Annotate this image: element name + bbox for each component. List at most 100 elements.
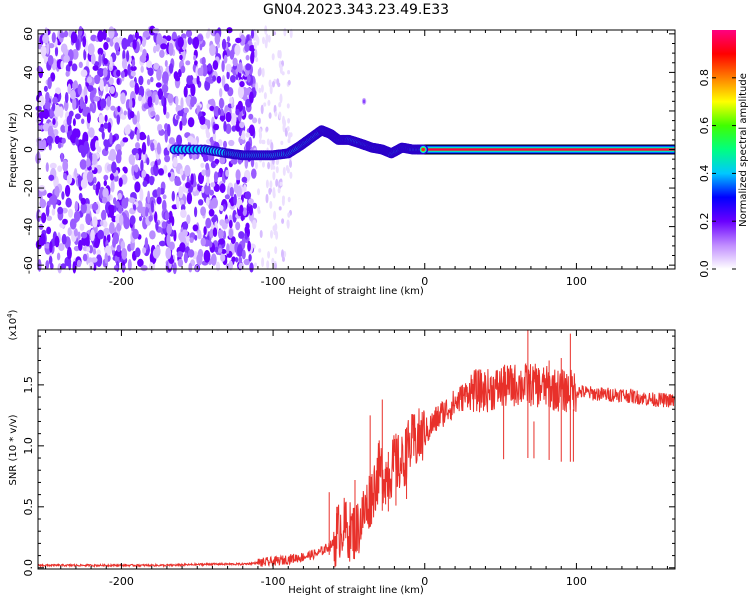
noise-blob [262, 36, 265, 45]
noise-blob [176, 134, 183, 146]
noise-blob [104, 252, 108, 264]
noise-blob [134, 31, 139, 40]
noise-blob [167, 93, 174, 104]
noise-blob [218, 248, 223, 254]
noise-blob [208, 209, 215, 217]
noise-blob [289, 171, 293, 179]
noise-blob [244, 157, 249, 169]
noise-blob [72, 97, 77, 111]
noise-blob [225, 63, 232, 73]
noise-blob [225, 218, 230, 224]
noise-blob [59, 106, 64, 119]
noise-blob [132, 39, 137, 50]
noise-blob [286, 126, 290, 132]
noise-blob [36, 151, 41, 164]
noise-blob [171, 190, 175, 202]
noise-blob [258, 248, 262, 253]
noise-blob [108, 77, 114, 85]
noise-blob [70, 89, 76, 100]
noise-blob [142, 180, 148, 187]
noise-blob [183, 252, 188, 264]
noise-blob [67, 83, 72, 95]
noise-blob [278, 111, 282, 119]
noise-blob [38, 111, 46, 119]
noise-blob [68, 208, 73, 218]
noise-blob [209, 44, 216, 56]
noise-blob [267, 251, 271, 259]
noise-blob [179, 168, 184, 176]
noise-blob [246, 74, 251, 83]
noise-blob [241, 130, 245, 141]
colorbar-tick-label: 0.4 [698, 165, 711, 183]
noise-blob [150, 76, 154, 83]
noise-blob [48, 255, 53, 265]
noise-blob [50, 262, 54, 270]
noise-blob [74, 113, 81, 120]
noise-blob [141, 134, 147, 140]
noise-blob [140, 159, 144, 172]
noise-blob [245, 54, 250, 61]
noise-blob [265, 193, 269, 204]
noise-blob [101, 209, 107, 221]
noise-blob [258, 128, 262, 134]
noise-blob [252, 219, 257, 230]
noise-blob [217, 229, 224, 239]
noise-blob [185, 95, 192, 105]
noise-blob [131, 59, 136, 68]
noise-blob [118, 177, 123, 187]
noise-blob [287, 118, 291, 124]
noise-blob [269, 180, 273, 189]
noise-blob [57, 142, 62, 149]
y-tick-label: 0.0 [22, 559, 35, 577]
noise-blob [90, 229, 95, 242]
noise-blob [104, 139, 109, 152]
noise-blob [266, 260, 270, 269]
noise-blob [209, 228, 214, 239]
noise-blob [41, 212, 47, 224]
noise-blob [100, 220, 104, 227]
noise-blob [196, 253, 203, 266]
noise-blob [183, 107, 189, 114]
noise-blob [219, 156, 226, 165]
noise-blob [272, 81, 275, 88]
noise-blob [101, 131, 105, 140]
noise-blob [239, 121, 245, 129]
noise-blob [147, 190, 151, 204]
noise-blob [127, 259, 132, 271]
noise-blob [205, 217, 212, 229]
noise-blob [57, 165, 63, 172]
noise-blob [228, 260, 233, 271]
snr-y-label: SNR (10 * v/v) [8, 414, 19, 485]
noise-blob [161, 95, 165, 107]
noise-blob [139, 188, 144, 202]
noise-blob [43, 85, 48, 92]
noise-blob [215, 185, 220, 192]
noise-blob [177, 110, 183, 117]
noise-blob [252, 202, 258, 209]
x-tick-label: -100 [261, 575, 286, 588]
noise-blob [241, 176, 248, 183]
noise-blob [263, 92, 267, 100]
noise-blob [237, 244, 244, 258]
noise-blob [177, 258, 184, 268]
noise-blob [103, 41, 109, 51]
noise-blob [134, 181, 141, 193]
noise-blob [160, 43, 168, 50]
snr-series-line [37, 362, 676, 568]
noise-blob [76, 259, 82, 268]
noise-blob [179, 120, 183, 131]
noise-blob [54, 185, 60, 198]
noise-blob [274, 262, 277, 269]
noise-blob [164, 60, 168, 67]
noise-blob [150, 200, 154, 213]
noise-blob [239, 81, 245, 88]
noise-blob [77, 231, 81, 240]
noise-blob [87, 85, 94, 93]
noise-blob [233, 193, 237, 206]
noise-blob [273, 31, 277, 36]
noise-blob [92, 65, 99, 71]
noise-blob [108, 26, 115, 39]
noise-blob [52, 118, 56, 125]
noise-blob [286, 103, 290, 109]
noise-blob [194, 234, 198, 241]
